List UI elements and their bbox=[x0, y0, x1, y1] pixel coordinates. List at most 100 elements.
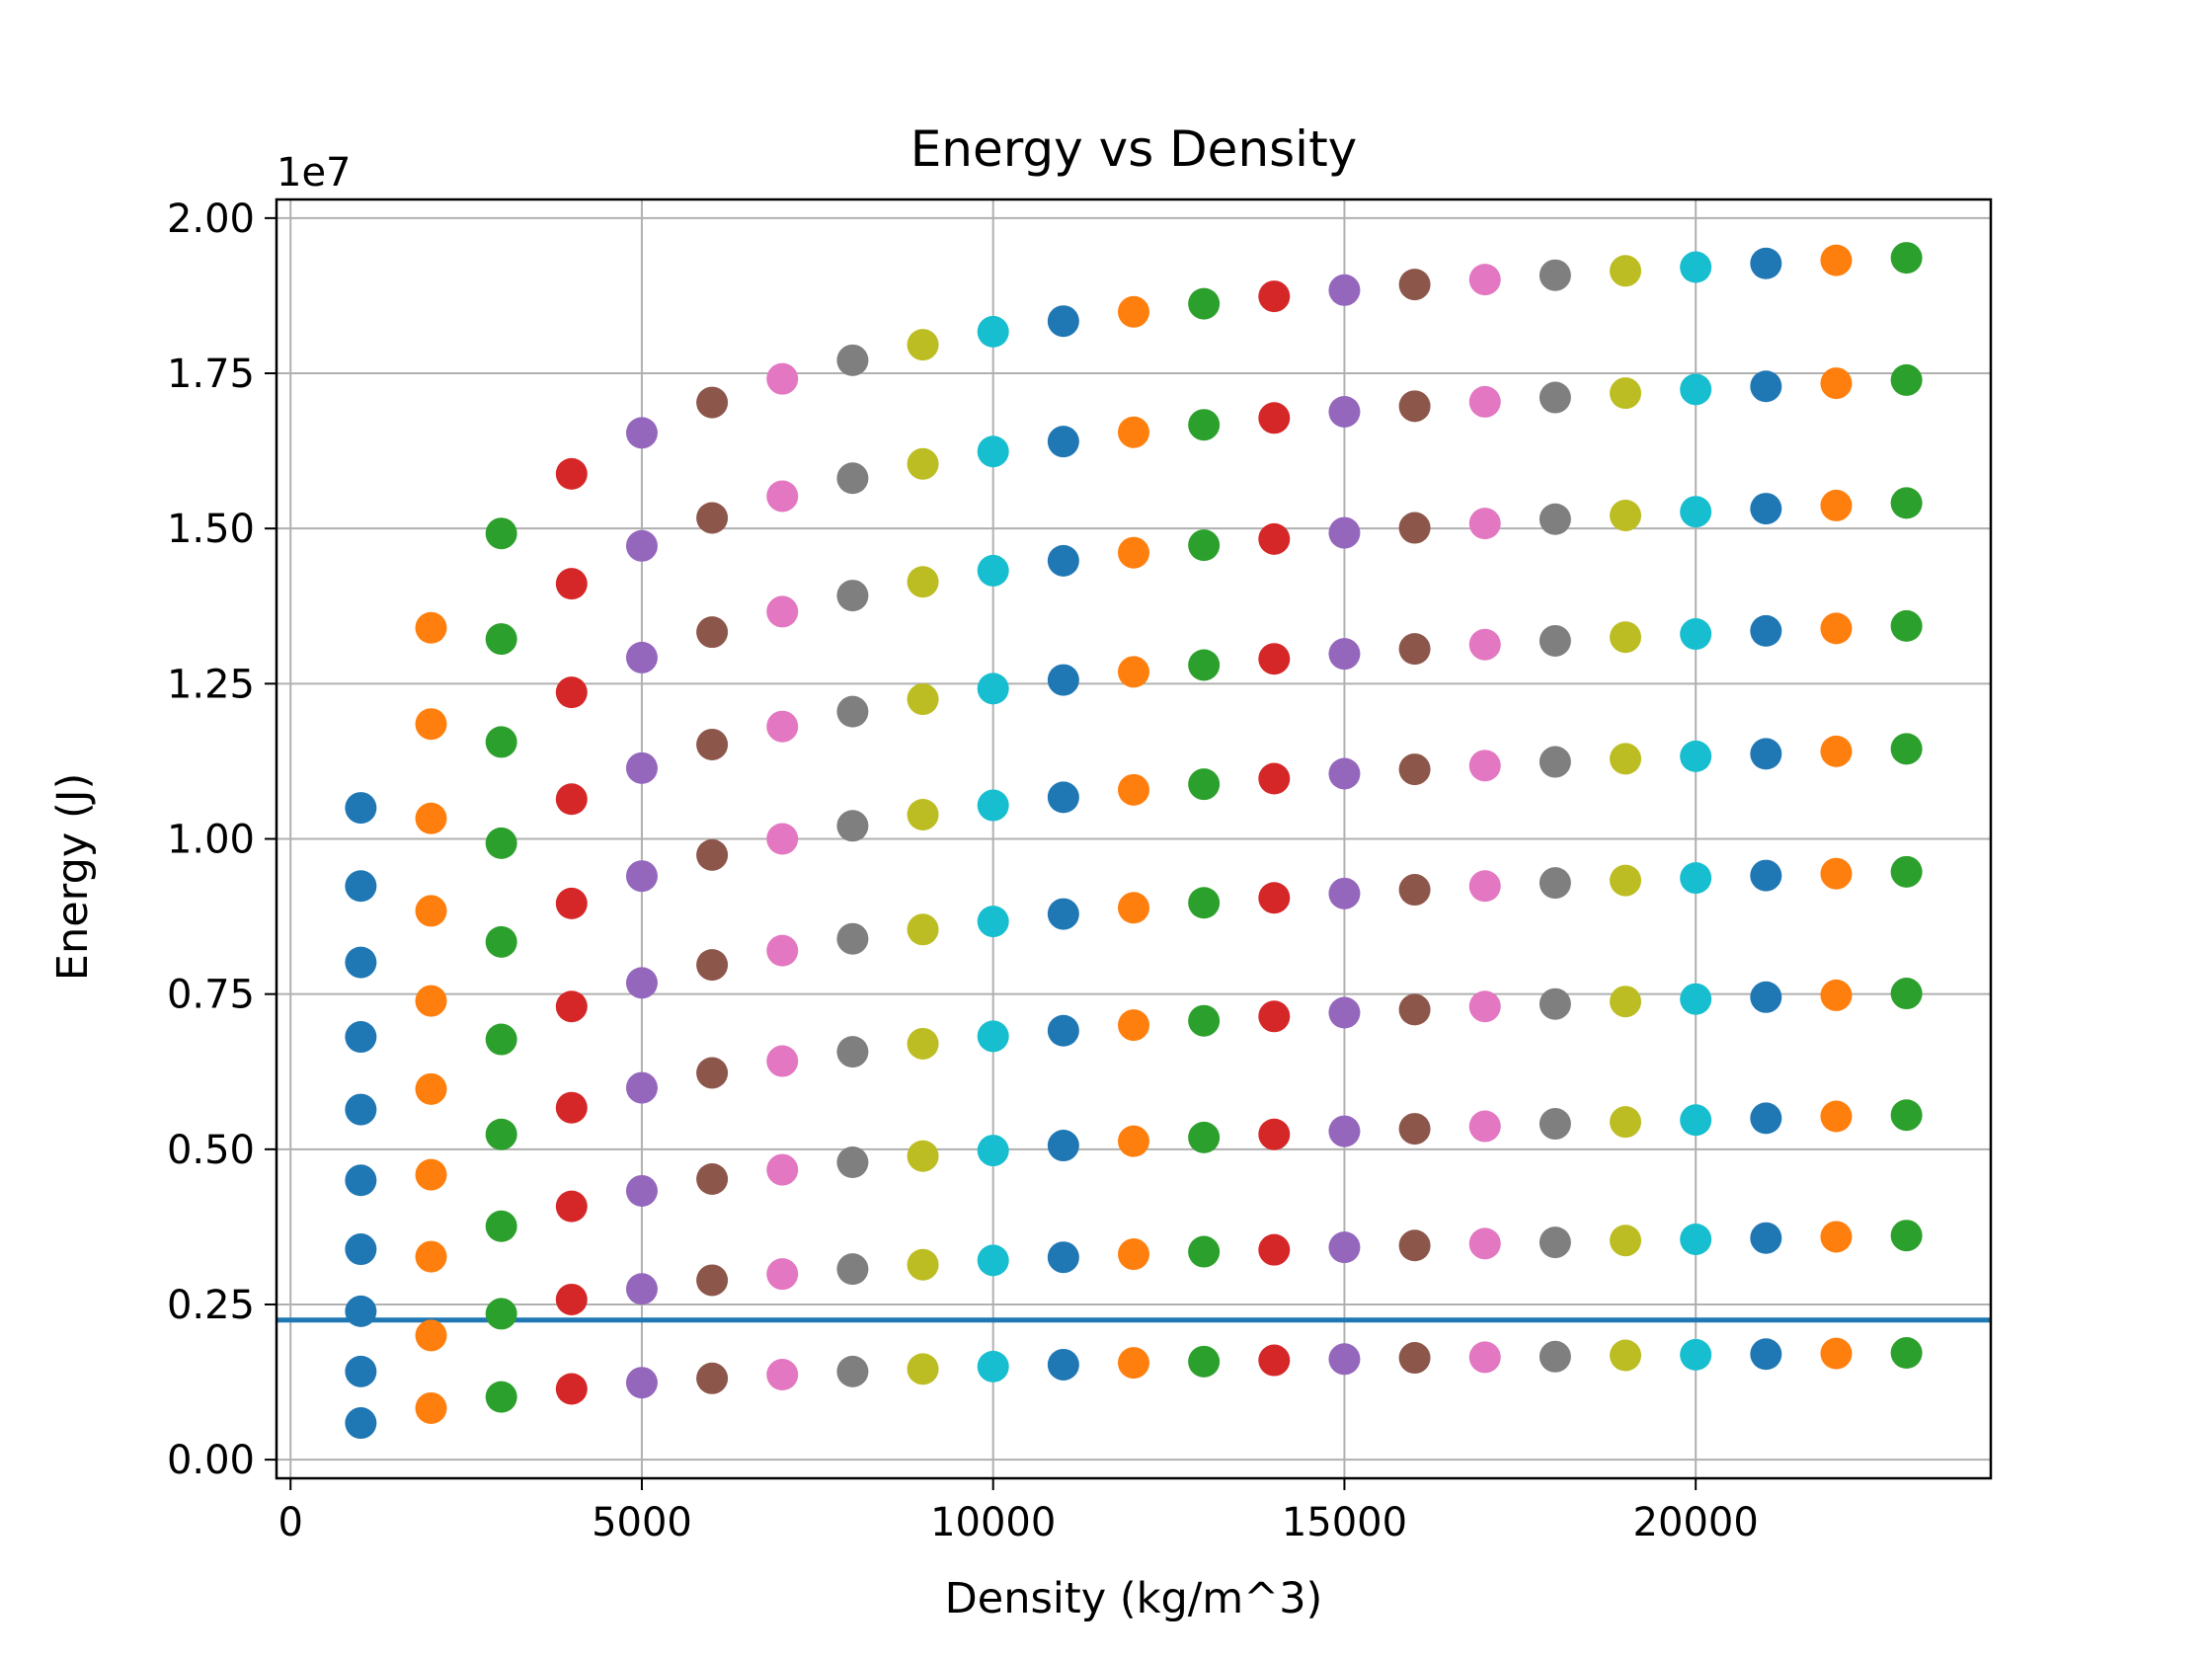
scatter-point bbox=[1680, 1104, 1712, 1137]
scatter-point bbox=[1750, 1338, 1782, 1371]
scatter-point bbox=[1047, 426, 1079, 458]
scatter-point bbox=[1890, 242, 1923, 275]
scatter-point bbox=[1539, 746, 1571, 778]
scatter-point bbox=[1258, 762, 1291, 795]
scatter-point bbox=[1680, 251, 1712, 283]
scatter-point bbox=[977, 672, 1009, 705]
scatter-point bbox=[1047, 898, 1079, 930]
scatter-point bbox=[555, 1091, 588, 1124]
scatter-point bbox=[1750, 370, 1782, 403]
scatter-point bbox=[1750, 859, 1782, 892]
scatter-point bbox=[345, 1164, 377, 1197]
scatter-point bbox=[1468, 385, 1501, 418]
scatter-point bbox=[696, 502, 729, 534]
scatter-point bbox=[1258, 280, 1291, 313]
scatter-point bbox=[1118, 295, 1149, 328]
scatter-point bbox=[696, 1264, 729, 1297]
scatter-point bbox=[1680, 1338, 1712, 1371]
y-tick-label: 1.50 bbox=[167, 507, 255, 552]
scatter-point bbox=[415, 1158, 447, 1191]
scatter-point bbox=[1539, 381, 1571, 414]
scatter-point bbox=[555, 887, 588, 919]
scatter-point bbox=[1750, 1222, 1782, 1254]
scatter-point bbox=[1750, 614, 1782, 647]
scatter-point bbox=[625, 1367, 658, 1399]
y-tick-label: 0.00 bbox=[167, 1438, 255, 1483]
scatter-point bbox=[766, 934, 799, 967]
scatter-point bbox=[836, 1146, 869, 1179]
scatter-point bbox=[1820, 857, 1853, 890]
scatter-point bbox=[836, 462, 869, 495]
scatter-point bbox=[1398, 512, 1431, 544]
scatter-point bbox=[1328, 996, 1361, 1029]
scatter-point bbox=[1258, 1000, 1291, 1033]
scatter-point bbox=[766, 1359, 799, 1391]
scatter-point bbox=[1680, 862, 1712, 895]
scatter-point bbox=[1468, 1110, 1501, 1143]
scatter-point bbox=[625, 417, 658, 449]
scatter-point bbox=[766, 595, 799, 628]
scatter-point bbox=[1750, 1102, 1782, 1135]
scatter-point bbox=[696, 1057, 729, 1089]
scatter-point bbox=[1680, 373, 1712, 406]
scatter-point bbox=[977, 1135, 1009, 1167]
y-tick-label: 1.00 bbox=[167, 818, 255, 863]
scatter-point bbox=[1820, 979, 1853, 1011]
scatter-point bbox=[907, 798, 939, 830]
scatter-point bbox=[1610, 1339, 1642, 1372]
scatter-point bbox=[836, 810, 869, 842]
scatter-point bbox=[1188, 1345, 1221, 1378]
scatter-point bbox=[345, 1355, 377, 1387]
scatter-point bbox=[1680, 1223, 1712, 1255]
scatter-point bbox=[977, 435, 1009, 468]
scatter-point bbox=[1680, 618, 1712, 651]
scatter-point bbox=[1468, 1341, 1501, 1374]
scatter-point bbox=[415, 1319, 447, 1352]
scatter-point bbox=[1539, 867, 1571, 900]
scatter-point bbox=[1610, 621, 1642, 654]
scatter-point bbox=[1610, 377, 1642, 410]
scatter-point bbox=[625, 529, 658, 562]
scatter-point bbox=[836, 922, 869, 955]
scatter-point bbox=[625, 751, 658, 784]
scatter-point bbox=[1539, 624, 1571, 657]
scatter-point bbox=[907, 913, 939, 946]
y-axis-label: Energy (J) bbox=[48, 773, 98, 981]
scatter-point bbox=[1890, 978, 1923, 1010]
scatter-point bbox=[1680, 496, 1712, 528]
scatter-point bbox=[555, 457, 588, 490]
scatter-point bbox=[1118, 1347, 1149, 1380]
scatter-point bbox=[1539, 1340, 1571, 1373]
scatter-point bbox=[1047, 1241, 1079, 1274]
scatter-point bbox=[345, 1407, 377, 1440]
scatter-point bbox=[415, 985, 447, 1017]
scatter-point bbox=[696, 1162, 729, 1195]
scatter-point bbox=[696, 1362, 729, 1394]
scatter-point bbox=[485, 1298, 517, 1330]
scatter-point bbox=[1328, 1231, 1361, 1264]
scatter-point bbox=[1188, 768, 1221, 801]
scatter-point bbox=[485, 1023, 517, 1056]
scatter-point bbox=[977, 315, 1009, 348]
scatter-point bbox=[1258, 882, 1291, 914]
scatter-point bbox=[1398, 874, 1431, 907]
scatter-point bbox=[485, 726, 517, 758]
scatter-point bbox=[907, 329, 939, 361]
scatter-point bbox=[1258, 402, 1291, 434]
scatter-point bbox=[836, 1355, 869, 1387]
scatter-point bbox=[345, 1295, 377, 1327]
y-tick-label: 0.50 bbox=[167, 1128, 255, 1173]
scatter-point bbox=[1328, 638, 1361, 671]
scatter-point bbox=[836, 1036, 869, 1068]
scatter-point bbox=[977, 1020, 1009, 1053]
scatter-point bbox=[1047, 781, 1079, 814]
scatter-point bbox=[1890, 855, 1923, 888]
scatter-point bbox=[1398, 1229, 1431, 1262]
scatter-point bbox=[1539, 1226, 1571, 1259]
scatter-point bbox=[555, 783, 588, 816]
scatter-point bbox=[415, 708, 447, 741]
scatter-point bbox=[1610, 255, 1642, 287]
scatter-point bbox=[555, 1373, 588, 1405]
